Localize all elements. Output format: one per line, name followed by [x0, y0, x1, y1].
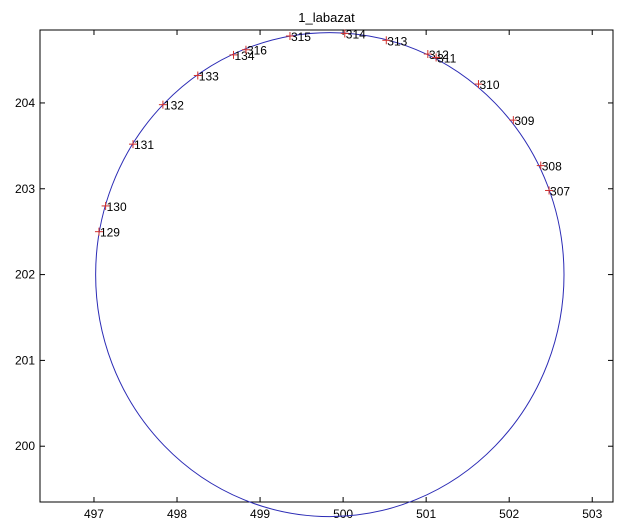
y-tick-label: 204 [15, 96, 35, 110]
data-point: 310 [474, 78, 500, 92]
data-point: 315 [285, 30, 311, 44]
point-label: 310 [479, 78, 499, 92]
data-point: 314 [340, 27, 366, 41]
plot-area [39, 29, 614, 503]
x-tick-label: 497 [84, 507, 104, 521]
x-tick-label: 500 [333, 507, 353, 521]
fitted-circle [95, 32, 565, 518]
y-tick-label: 201 [15, 353, 35, 367]
y-tick-label: 203 [15, 182, 35, 196]
data-point: 129 [94, 226, 120, 240]
point-label: 130 [107, 200, 127, 214]
data-point: 311 [432, 51, 457, 65]
data-point: 307 [545, 184, 570, 198]
data-point: 130 [101, 200, 127, 214]
point-label: 129 [100, 226, 120, 240]
data-point: 132 [158, 99, 184, 113]
y-tick-label: 202 [15, 268, 35, 282]
data-point: 316 [241, 44, 267, 58]
point-label: 134 [234, 49, 254, 63]
point-label: 307 [550, 184, 570, 198]
point-label: 131 [134, 138, 154, 152]
x-tick-label: 501 [416, 507, 436, 521]
point-label: 133 [199, 69, 219, 83]
data-point: 309 [509, 114, 535, 128]
point-label: 314 [346, 27, 366, 41]
point-label: 311 [437, 51, 456, 65]
point-label: 313 [387, 34, 407, 48]
point-label: 308 [542, 160, 562, 174]
x-tick-label: 498 [167, 507, 187, 521]
point-label: 309 [514, 114, 534, 128]
data-point: 313 [382, 34, 408, 48]
data-point: 308 [536, 160, 562, 174]
point-label: 312 [429, 48, 449, 62]
x-tick-label: 502 [499, 507, 519, 521]
data-point: 312 [423, 48, 449, 62]
data-point: 133 [193, 69, 219, 83]
chart-title: 1_labazat [298, 10, 355, 25]
x-tick-label: 499 [250, 507, 270, 521]
point-label: 132 [164, 99, 184, 113]
circle-outline [95, 32, 565, 518]
x-tick-label: 503 [582, 507, 602, 521]
data-point: 134 [229, 49, 255, 63]
y-tick-label: 200 [15, 439, 35, 453]
data-point: 131 [129, 138, 154, 152]
point-label: 315 [291, 30, 311, 44]
axis-ticks: 497 498 499 500 501 502 503 200 201 202 203 204 [15, 30, 613, 521]
point-label: 316 [247, 44, 267, 58]
